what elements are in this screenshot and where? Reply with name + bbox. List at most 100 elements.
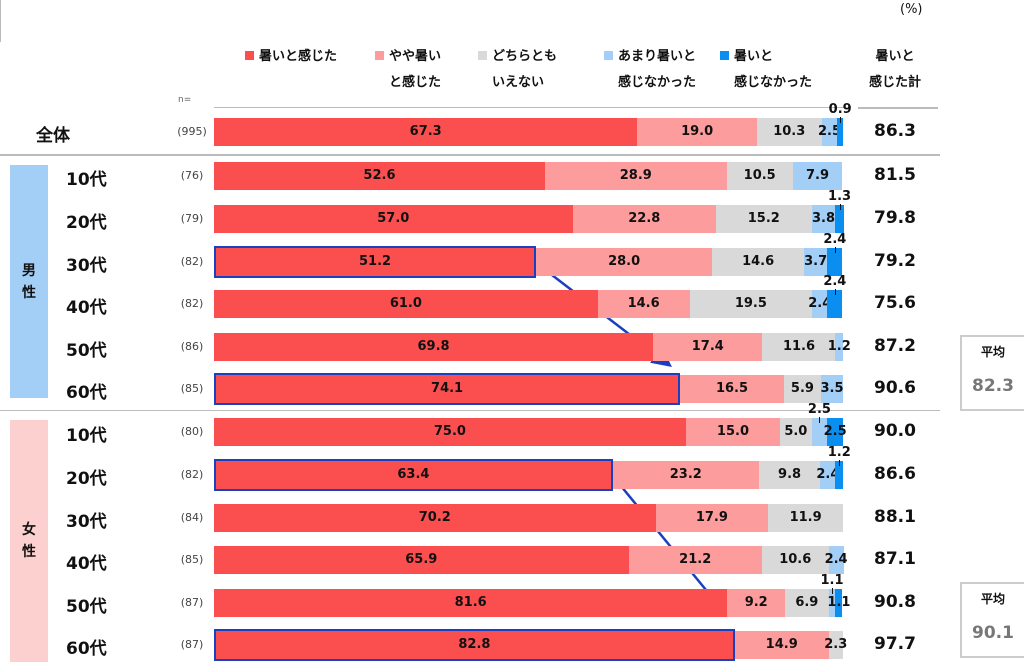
total-underline	[858, 107, 938, 109]
leader-line	[834, 289, 836, 295]
bar-segment	[214, 418, 686, 446]
bar-value-label: 9.2	[744, 595, 768, 610]
bar-segment	[827, 290, 843, 318]
bar-segment	[835, 205, 844, 233]
bar-segment	[214, 546, 629, 574]
bar-value-label: 19.0	[681, 124, 714, 139]
highlight-box	[214, 246, 537, 278]
axis-tick	[0, 0, 1, 7]
bar-value-label: 28.0	[608, 254, 641, 269]
bar-segment	[655, 504, 769, 532]
bar-segment	[828, 589, 836, 617]
row-n: (85)	[180, 553, 204, 566]
legend-label: いえない	[492, 75, 545, 90]
bar-value-label: 9.8	[778, 467, 802, 482]
bar-value-label: 1.1	[827, 595, 851, 610]
bar-value-label: 19.5	[734, 296, 767, 311]
average-value: 82.3	[972, 376, 1014, 396]
bar-segment	[835, 589, 843, 617]
bar-segment	[653, 333, 763, 361]
bar-segment	[756, 118, 822, 146]
row-label: 30代	[66, 512, 107, 532]
bar-segment	[637, 118, 757, 146]
row-label: 40代	[66, 554, 107, 574]
bar-segment	[544, 162, 727, 190]
bar-value-label: 11.9	[789, 510, 822, 525]
legend-item: あまり暑いと 感じなかった	[604, 44, 696, 96]
bar-value-label: 70.2	[418, 510, 451, 525]
legend-label: 暑いと感じた	[259, 49, 338, 64]
n-label: n=	[178, 95, 192, 105]
bar-segment	[761, 546, 829, 574]
bar-segment	[811, 205, 836, 233]
bar-segment	[214, 631, 735, 659]
bar-segment	[804, 248, 828, 276]
bar-value-label: 74.1	[431, 381, 464, 396]
legend-text: いえない	[478, 70, 557, 96]
bar-segment	[214, 162, 545, 190]
bar-value-label: 17.4	[691, 339, 724, 354]
bar-value-label: 1.3	[828, 189, 852, 204]
bar-segment	[214, 205, 573, 233]
bar-value-label: 2.5	[817, 124, 841, 139]
row-label: 30代	[66, 256, 107, 276]
bar-value-label: 69.8	[417, 339, 450, 354]
bar-segment	[785, 589, 829, 617]
row-n: (80)	[180, 425, 204, 438]
bar-value-label: 10.6	[779, 552, 812, 567]
axis-line	[214, 107, 844, 108]
axis-tick	[0, 21, 1, 28]
legend-text: やや暑い	[375, 44, 441, 70]
bar-segment	[837, 118, 843, 146]
row-total: 75.6	[874, 293, 916, 313]
leader-line	[834, 247, 836, 253]
bar-segment	[214, 504, 656, 532]
row-label: 60代	[66, 639, 107, 659]
bar-value-label: 5.0	[784, 424, 808, 439]
bar-segment	[758, 461, 821, 489]
bar-segment	[214, 248, 537, 276]
group-label-char: 性	[22, 544, 36, 560]
bar-value-label: 1.1	[820, 573, 844, 588]
axis-tick	[0, 35, 1, 42]
bar-value-label: 52.6	[363, 168, 396, 183]
row-total: 79.2	[874, 251, 916, 271]
bar-segment	[762, 333, 836, 361]
row-n: (995)	[177, 125, 207, 138]
bar-value-label: 21.2	[679, 552, 712, 567]
group-label: 男性	[10, 165, 48, 398]
bar-segment	[835, 461, 843, 489]
bar-value-label: 1.2	[827, 339, 851, 354]
bar-value-label: 5.9	[790, 381, 814, 396]
row-total: 87.2	[874, 336, 916, 356]
legend-text: 感じなかった	[604, 70, 696, 96]
legend-label: やや暑い	[389, 49, 442, 64]
legend-label: 暑いと	[734, 49, 774, 64]
row-n: (79)	[180, 212, 204, 225]
bar-segment	[783, 375, 821, 403]
legend-item: どちらとも いえない	[478, 44, 557, 96]
bar-segment	[768, 504, 843, 532]
bar-value-label: 1.2	[827, 445, 851, 460]
bar-value-label: 14.6	[742, 254, 775, 269]
leader-line	[831, 588, 833, 594]
bar-segment	[597, 290, 690, 318]
row-n: (76)	[180, 169, 204, 182]
legend-swatch	[375, 51, 384, 60]
bar-value-label: 82.8	[458, 637, 491, 652]
bar-segment	[726, 162, 793, 190]
bar-segment	[685, 418, 781, 446]
bar-value-label: 2.4	[823, 274, 847, 289]
bar-value-label: 67.3	[409, 124, 442, 139]
bar-segment	[821, 118, 838, 146]
group-label-char: 男	[22, 262, 36, 279]
legend-label: 感じなかった	[734, 75, 813, 90]
bar-value-label: 14.6	[627, 296, 660, 311]
legend-text: 暑いと	[720, 44, 812, 70]
leader-line	[839, 460, 841, 466]
row-total: 87.1	[874, 549, 916, 569]
bar-value-label: 10.3	[773, 124, 806, 139]
group-label: 女性	[10, 420, 48, 662]
bar-value-label: 2.3	[824, 637, 848, 652]
axis-tick	[0, 28, 1, 35]
